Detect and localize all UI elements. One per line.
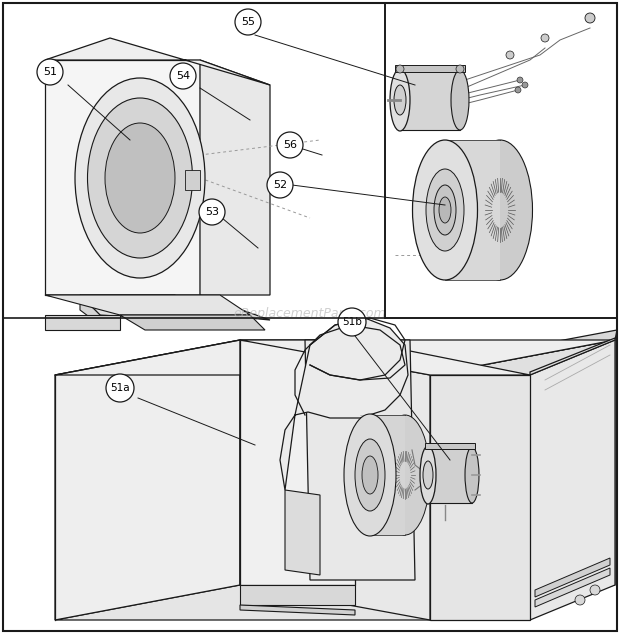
Text: 51a: 51a xyxy=(110,383,130,393)
Polygon shape xyxy=(370,415,405,535)
Polygon shape xyxy=(430,330,617,375)
Polygon shape xyxy=(80,295,100,325)
Circle shape xyxy=(267,172,293,198)
Circle shape xyxy=(585,13,595,23)
Ellipse shape xyxy=(362,456,378,494)
Circle shape xyxy=(235,9,261,35)
Ellipse shape xyxy=(105,123,175,233)
Ellipse shape xyxy=(394,85,406,115)
Polygon shape xyxy=(530,340,615,620)
Polygon shape xyxy=(120,315,265,330)
Polygon shape xyxy=(425,443,475,449)
Text: 55: 55 xyxy=(241,17,255,27)
Ellipse shape xyxy=(439,197,451,223)
Circle shape xyxy=(522,82,528,88)
Polygon shape xyxy=(55,340,240,620)
Polygon shape xyxy=(45,295,250,315)
Text: 52: 52 xyxy=(273,180,287,190)
Polygon shape xyxy=(240,585,355,605)
Circle shape xyxy=(541,34,549,42)
Polygon shape xyxy=(55,585,615,620)
Circle shape xyxy=(515,87,521,93)
Text: 56: 56 xyxy=(283,140,297,150)
Polygon shape xyxy=(240,340,355,585)
Polygon shape xyxy=(530,338,615,375)
Polygon shape xyxy=(535,558,610,597)
Text: 54: 54 xyxy=(176,71,190,81)
Text: 53: 53 xyxy=(205,207,219,217)
Circle shape xyxy=(396,65,404,73)
Ellipse shape xyxy=(426,169,464,251)
Circle shape xyxy=(170,63,196,89)
Polygon shape xyxy=(80,295,190,320)
Polygon shape xyxy=(45,38,270,85)
Ellipse shape xyxy=(380,415,430,535)
Polygon shape xyxy=(200,60,270,295)
Circle shape xyxy=(506,51,514,59)
Circle shape xyxy=(106,374,134,402)
Ellipse shape xyxy=(420,446,436,504)
Ellipse shape xyxy=(412,140,477,280)
Circle shape xyxy=(199,199,225,225)
Polygon shape xyxy=(240,340,530,375)
Circle shape xyxy=(456,65,464,73)
Polygon shape xyxy=(55,340,615,375)
Ellipse shape xyxy=(465,447,479,503)
Polygon shape xyxy=(400,70,460,130)
Ellipse shape xyxy=(467,140,533,280)
Bar xyxy=(385,3,617,318)
Circle shape xyxy=(37,59,63,85)
Circle shape xyxy=(575,595,585,605)
Polygon shape xyxy=(430,375,530,620)
Circle shape xyxy=(277,132,303,158)
Text: eReplacementParts.com: eReplacementParts.com xyxy=(234,307,386,320)
Polygon shape xyxy=(430,340,615,620)
Ellipse shape xyxy=(75,78,205,278)
Polygon shape xyxy=(285,490,320,575)
Circle shape xyxy=(590,585,600,595)
Circle shape xyxy=(338,308,366,336)
Polygon shape xyxy=(45,315,120,330)
Polygon shape xyxy=(240,605,355,615)
Text: 51b: 51b xyxy=(342,317,362,327)
Polygon shape xyxy=(428,447,472,503)
Ellipse shape xyxy=(451,70,469,130)
Polygon shape xyxy=(45,295,270,320)
Polygon shape xyxy=(395,65,465,72)
Polygon shape xyxy=(535,568,610,607)
Ellipse shape xyxy=(355,439,385,511)
Polygon shape xyxy=(45,60,200,295)
Polygon shape xyxy=(240,340,430,620)
Ellipse shape xyxy=(344,414,396,536)
Polygon shape xyxy=(280,318,408,490)
Polygon shape xyxy=(305,340,415,580)
Polygon shape xyxy=(445,140,500,280)
Ellipse shape xyxy=(87,98,192,258)
Circle shape xyxy=(517,77,523,83)
Ellipse shape xyxy=(434,185,456,235)
Text: 51: 51 xyxy=(43,67,57,77)
Ellipse shape xyxy=(423,461,433,489)
Polygon shape xyxy=(185,170,200,190)
Ellipse shape xyxy=(390,69,410,131)
